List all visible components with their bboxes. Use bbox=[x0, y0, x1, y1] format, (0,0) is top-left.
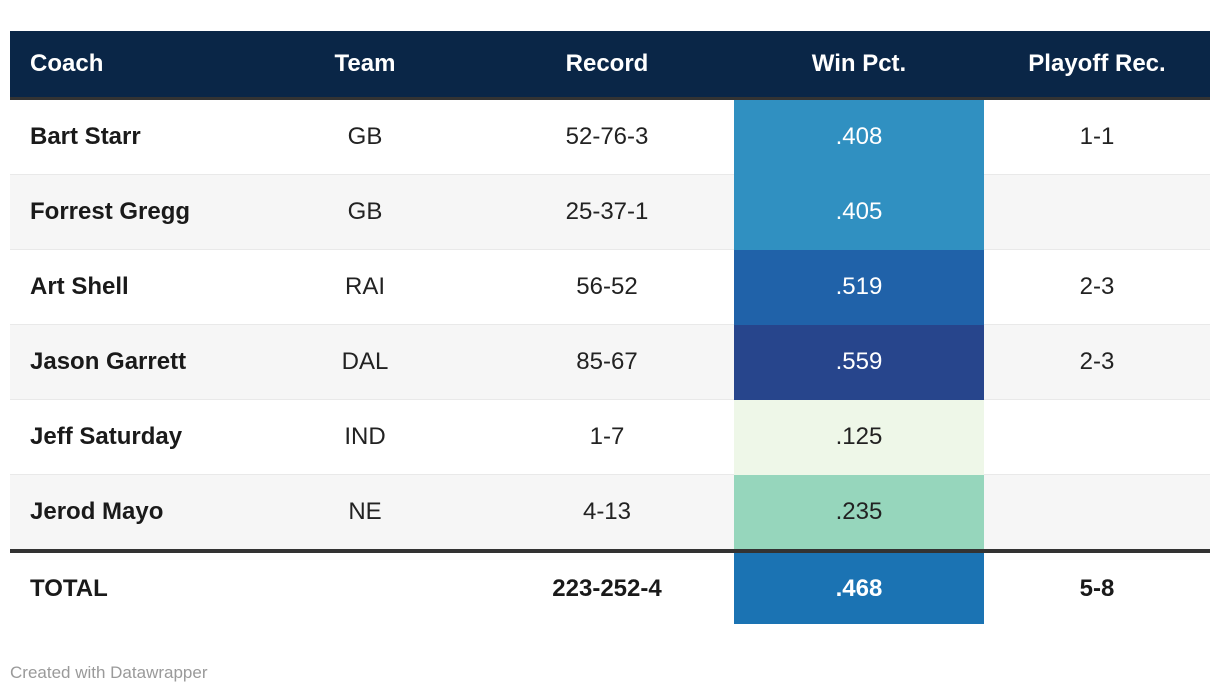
record-cell: 52-76-3 bbox=[480, 98, 734, 175]
total-win-pct-heatmap-cell: .468 bbox=[734, 549, 984, 624]
win-pct-heatmap-cell: .559 bbox=[734, 324, 984, 400]
playoff-rec-cell: 2-3 bbox=[984, 249, 1210, 325]
playoff-rec-cell bbox=[984, 174, 1210, 250]
record-cell: 56-52 bbox=[480, 249, 734, 325]
total-label-cell: TOTAL bbox=[10, 549, 250, 624]
column-header-coach: Coach bbox=[10, 31, 250, 100]
record-cell: 25-37-1 bbox=[480, 174, 734, 250]
column-header-record: Record bbox=[480, 31, 734, 100]
column-header-win-pct: Win Pct. bbox=[734, 31, 984, 100]
total-playoff-rec-cell: 5-8 bbox=[984, 549, 1210, 624]
coach-cell: Jerod Mayo bbox=[10, 474, 250, 551]
record-cell: 1-7 bbox=[480, 399, 734, 475]
team-cell bbox=[250, 549, 480, 624]
total-record-cell: 223-252-4 bbox=[480, 549, 734, 624]
coaches-win-pct-table: Coach Team Record Win Pct. Playoff Rec. … bbox=[10, 31, 1210, 624]
column-header-playoff-rec: Playoff Rec. bbox=[984, 31, 1210, 100]
win-pct-heatmap-cell: .405 bbox=[734, 174, 984, 250]
team-cell: GB bbox=[250, 98, 480, 175]
coach-cell: Forrest Gregg bbox=[10, 174, 250, 250]
win-pct-heatmap-cell: .125 bbox=[734, 399, 984, 475]
coach-cell: Jeff Saturday bbox=[10, 399, 250, 475]
playoff-rec-cell bbox=[984, 399, 1210, 475]
record-cell: 85-67 bbox=[480, 324, 734, 400]
playoff-rec-cell: 2-3 bbox=[984, 324, 1210, 400]
playoff-rec-cell: 1-1 bbox=[984, 98, 1210, 175]
table-row: Jerod Mayo NE 4-13 .235 bbox=[10, 474, 1210, 551]
win-pct-heatmap-cell: .235 bbox=[734, 474, 984, 551]
record-cell: 4-13 bbox=[480, 474, 734, 551]
total-row: TOTAL 223-252-4 .468 5-8 bbox=[10, 549, 1210, 624]
team-cell: RAI bbox=[250, 249, 480, 325]
column-header-team: Team bbox=[250, 31, 480, 100]
team-cell: IND bbox=[250, 399, 480, 475]
team-cell: NE bbox=[250, 474, 480, 551]
team-cell: DAL bbox=[250, 324, 480, 400]
table-row: Bart Starr GB 52-76-3 .408 1-1 bbox=[10, 98, 1210, 175]
table-row: Art Shell RAI 56-52 .519 2-3 bbox=[10, 249, 1210, 325]
playoff-rec-cell bbox=[984, 474, 1210, 551]
win-pct-heatmap-cell: .408 bbox=[734, 98, 984, 175]
coach-cell: Art Shell bbox=[10, 249, 250, 325]
header-row: Coach Team Record Win Pct. Playoff Rec. bbox=[10, 31, 1210, 100]
coach-cell: Jason Garrett bbox=[10, 324, 250, 400]
datawrapper-credit-link[interactable]: Created with Datawrapper bbox=[10, 663, 208, 682]
team-cell: GB bbox=[250, 174, 480, 250]
table-row: Jeff Saturday IND 1-7 .125 bbox=[10, 399, 1210, 475]
table-row: Jason Garrett DAL 85-67 .559 2-3 bbox=[10, 324, 1210, 400]
win-pct-heatmap-cell: .519 bbox=[734, 249, 984, 325]
table-row: Forrest Gregg GB 25-37-1 .405 bbox=[10, 174, 1210, 250]
data-table: Coach Team Record Win Pct. Playoff Rec. … bbox=[10, 31, 1210, 624]
coach-cell: Bart Starr bbox=[10, 98, 250, 175]
